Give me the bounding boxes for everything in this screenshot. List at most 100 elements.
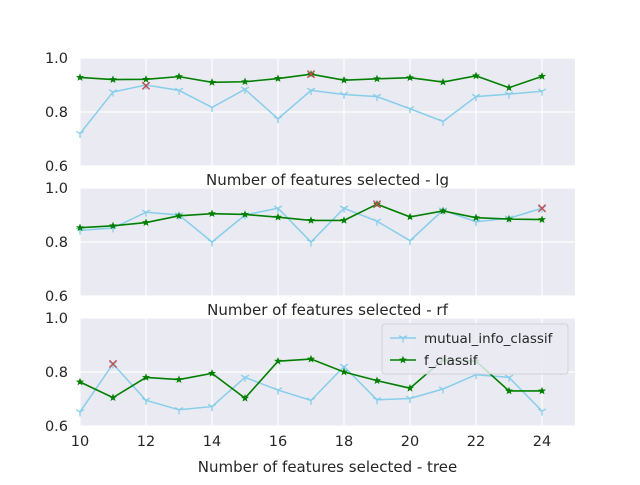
data-point-f_classif xyxy=(505,386,513,395)
data-point-mutual_info_classif xyxy=(343,205,349,209)
x-axis-label: Number of features selected - tree xyxy=(198,458,457,476)
data-point-mutual_info_classif xyxy=(541,88,547,92)
data-point-mutual_info_classif xyxy=(376,93,382,98)
data-point-mutual_info_classif xyxy=(376,218,382,222)
data-point-mutual_info_classif xyxy=(438,118,444,123)
data-point-mutual_info_classif xyxy=(244,86,250,90)
data-point-mutual_info_classif xyxy=(240,374,246,378)
data-point-mutual_info_classif xyxy=(207,239,213,243)
data-point-mutual_info_classif xyxy=(405,237,411,242)
data-point-f_classif xyxy=(109,221,117,230)
data-point-mutual_info_classif xyxy=(277,387,283,391)
legend-label: mutual_info_classif xyxy=(424,331,554,347)
data-point-f_classif xyxy=(175,72,183,81)
data-point-mutual_info_classif xyxy=(174,87,180,91)
data-point-f_classif xyxy=(76,377,84,386)
x-tick-label: 16 xyxy=(269,434,287,450)
best-score-marker xyxy=(141,81,151,90)
data-point-mutual_info_classif xyxy=(376,396,382,401)
data-point-mutual_info_classif xyxy=(339,205,345,209)
data-point-f_classif xyxy=(274,74,282,82)
x-tick-label: 22 xyxy=(467,434,485,450)
data-point-f_classif xyxy=(175,211,183,220)
data-point-f_classif xyxy=(109,75,117,83)
data-point-mutual_info_classif xyxy=(273,387,279,391)
chart-panel-3: 0.6 0.8 1.0 10 12 14 16 18 20 22 24 mutual_info_cla… xyxy=(45,311,575,476)
data-point-f_classif xyxy=(538,215,546,223)
data-point-mutual_info_classif xyxy=(79,409,85,413)
y-tick-label: 1.0 xyxy=(45,51,68,67)
data-point-f_classif xyxy=(340,216,348,224)
x-tick-label: 18 xyxy=(335,434,353,450)
chart-panel-2: 0.6 0.8 1.0 Number of features selected - r… xyxy=(45,181,575,319)
data-point-f_classif xyxy=(142,218,150,226)
data-point-mutual_info_classif xyxy=(442,118,448,123)
best-score-marker xyxy=(306,70,316,79)
legend-label: f_classif xyxy=(424,353,479,369)
data-point-mutual_info_classif xyxy=(277,115,283,120)
x-axis-label: Number of features selected - rf xyxy=(207,301,448,319)
data-point-mutual_info_classif xyxy=(339,91,345,96)
data-point-mutual_info_classif xyxy=(277,205,283,209)
data-point-mutual_info_classif xyxy=(178,406,184,411)
data-point-f_classif xyxy=(472,71,480,80)
data-point-mutual_info_classif xyxy=(372,218,378,222)
data-point-f_classif xyxy=(340,75,348,84)
data-point-mutual_info_classif xyxy=(145,397,151,401)
data-point-mutual_info_classif xyxy=(306,239,312,243)
legend-marker xyxy=(402,335,408,339)
data-point-f_classif xyxy=(142,373,150,381)
data-point-mutual_info_classif xyxy=(438,386,444,390)
x-tick-label: 14 xyxy=(203,434,221,450)
data-point-mutual_info_classif xyxy=(75,409,81,413)
data-point-f_classif xyxy=(274,212,282,221)
data-point-f_classif xyxy=(175,375,183,383)
data-point-mutual_info_classif xyxy=(211,403,217,408)
legend-box xyxy=(381,323,569,375)
data-point-mutual_info_classif xyxy=(405,395,411,400)
y-tick-label: 0.8 xyxy=(45,105,68,121)
data-point-mutual_info_classif xyxy=(409,105,415,110)
data-point-f_classif xyxy=(505,214,513,223)
data-point-f_classif xyxy=(406,212,414,221)
data-point-mutual_info_classif xyxy=(207,104,213,108)
chart-panel-1: 0.6 0.8 1.0 Number of features selected - l… xyxy=(45,51,575,189)
y-tick-label: 1.0 xyxy=(45,311,68,327)
data-point-mutual_info_classif xyxy=(409,395,415,400)
data-point-mutual_info_classif xyxy=(310,397,316,401)
data-point-mutual_info_classif xyxy=(174,406,180,411)
data-point-mutual_info_classif xyxy=(141,397,147,401)
data-point-f_classif xyxy=(142,75,150,83)
data-point-f_classif xyxy=(241,393,249,402)
data-point-f_classif xyxy=(406,73,414,82)
data-point-mutual_info_classif xyxy=(471,93,477,98)
y-tick-label: 1.0 xyxy=(45,181,68,197)
data-point-mutual_info_classif xyxy=(178,87,184,91)
y-tick-label: 0.6 xyxy=(45,289,68,305)
data-point-mutual_info_classif xyxy=(273,205,279,209)
x-tick-label: 10 xyxy=(71,434,89,450)
data-point-mutual_info_classif xyxy=(409,237,415,242)
legend: mutual_info_classif f_classif xyxy=(381,323,569,375)
data-point-mutual_info_classif xyxy=(108,89,114,93)
data-point-mutual_info_classif xyxy=(207,403,213,408)
data-point-mutual_info_classif xyxy=(372,93,378,98)
legend-marker xyxy=(398,335,404,339)
best-score-marker xyxy=(537,204,547,213)
data-point-mutual_info_classif xyxy=(112,89,118,93)
data-point-f_classif xyxy=(439,206,447,215)
data-point-f_classif xyxy=(505,83,513,92)
data-point-f_classif xyxy=(340,367,348,376)
data-point-mutual_info_classif xyxy=(306,397,312,401)
data-point-f_classif xyxy=(472,213,480,222)
data-point-f_classif xyxy=(76,73,84,81)
data-point-mutual_info_classif xyxy=(211,239,217,243)
data-point-mutual_info_classif xyxy=(273,115,279,120)
data-point-mutual_info_classif xyxy=(75,130,81,135)
data-point-f_classif xyxy=(439,77,447,86)
data-point-f_classif xyxy=(373,74,381,83)
data-point-mutual_info_classif xyxy=(244,374,250,378)
data-point-f_classif xyxy=(208,209,216,218)
data-point-f_classif xyxy=(406,384,414,392)
data-point-mutual_info_classif xyxy=(537,88,543,92)
